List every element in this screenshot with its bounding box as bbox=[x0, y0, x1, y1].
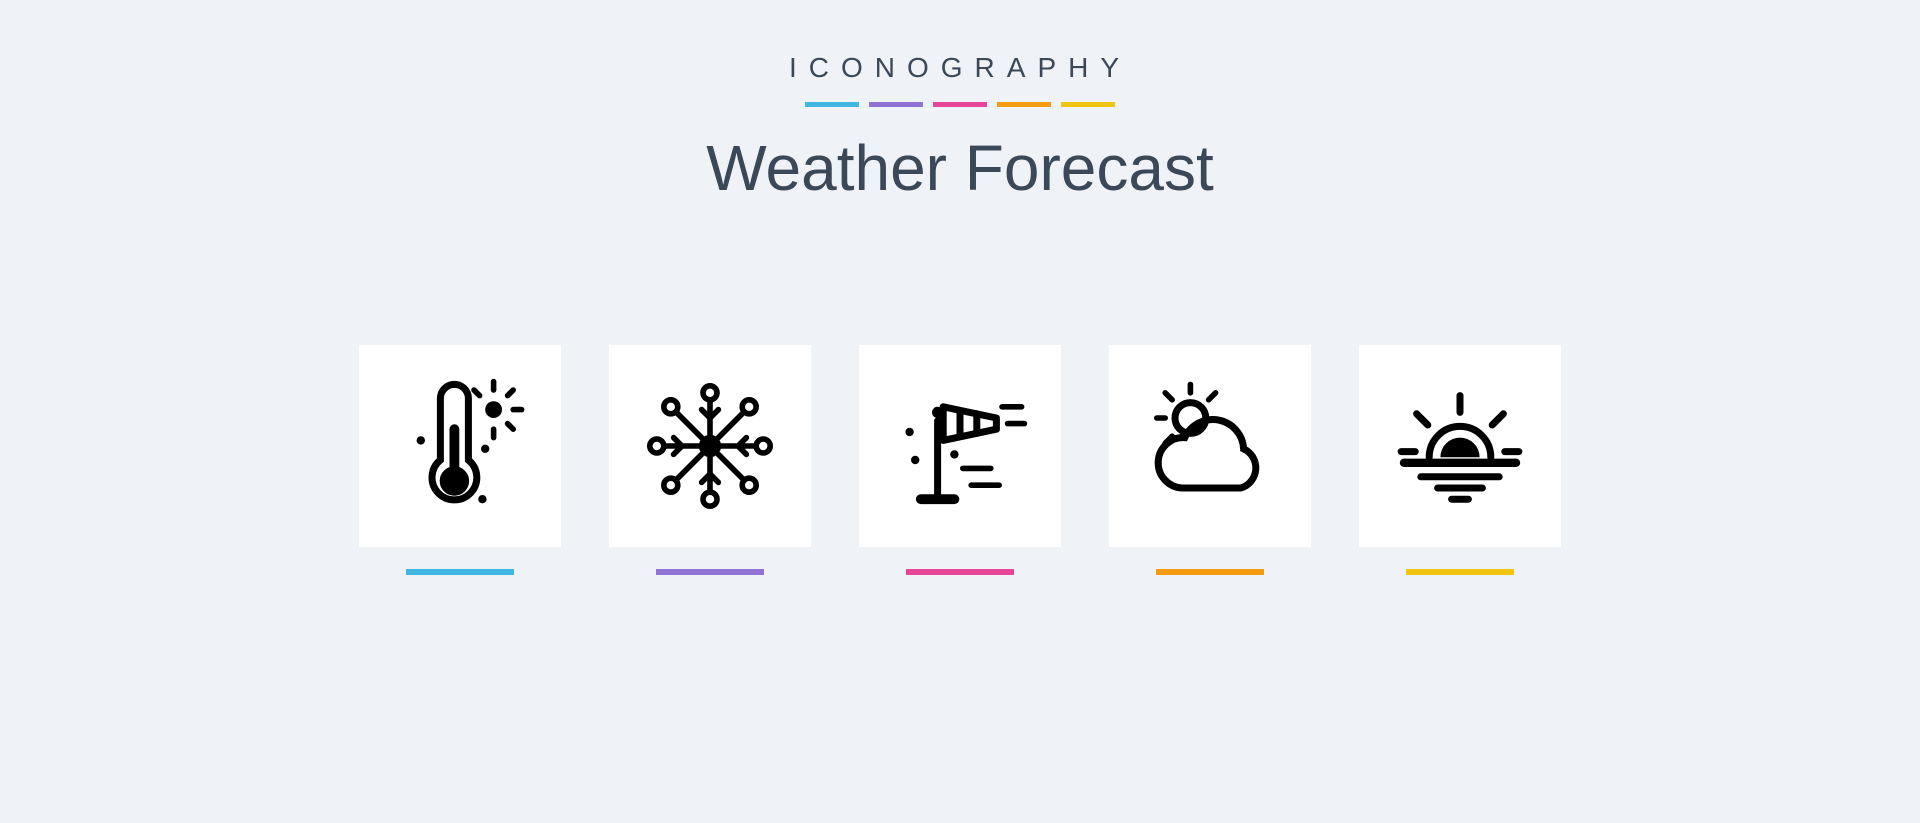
snowflake-icon bbox=[640, 376, 780, 516]
icon-card bbox=[609, 345, 811, 547]
brand-title: ICONOGRAPHY bbox=[789, 52, 1131, 84]
thermometer-sun-icon bbox=[390, 376, 530, 516]
icon-underline bbox=[406, 569, 514, 575]
icon-block-snowflake bbox=[609, 345, 811, 575]
color-stripe-5 bbox=[1061, 102, 1115, 107]
icon-block-sunset bbox=[1359, 345, 1561, 575]
color-stripe-4 bbox=[997, 102, 1051, 107]
icon-card bbox=[359, 345, 561, 547]
color-stripe-1 bbox=[805, 102, 859, 107]
header: ICONOGRAPHY Weather Forecast bbox=[706, 52, 1213, 205]
color-stripe-3 bbox=[933, 102, 987, 107]
icon-underline bbox=[656, 569, 764, 575]
color-stripe-2 bbox=[869, 102, 923, 107]
icon-underline bbox=[906, 569, 1014, 575]
icon-underline bbox=[1156, 569, 1264, 575]
icon-block-windsock bbox=[859, 345, 1061, 575]
icon-card bbox=[1109, 345, 1311, 547]
icon-card bbox=[1359, 345, 1561, 547]
sunset-icon bbox=[1390, 376, 1530, 516]
icon-block-thermometer bbox=[359, 345, 561, 575]
icon-card bbox=[859, 345, 1061, 547]
cloud-sun-icon bbox=[1140, 376, 1280, 516]
icons-row bbox=[0, 345, 1920, 575]
color-stripes bbox=[805, 102, 1115, 107]
icon-block-cloud-sun bbox=[1109, 345, 1311, 575]
icon-underline bbox=[1406, 569, 1514, 575]
page-title: Weather Forecast bbox=[706, 131, 1213, 205]
windsock-icon bbox=[890, 376, 1030, 516]
